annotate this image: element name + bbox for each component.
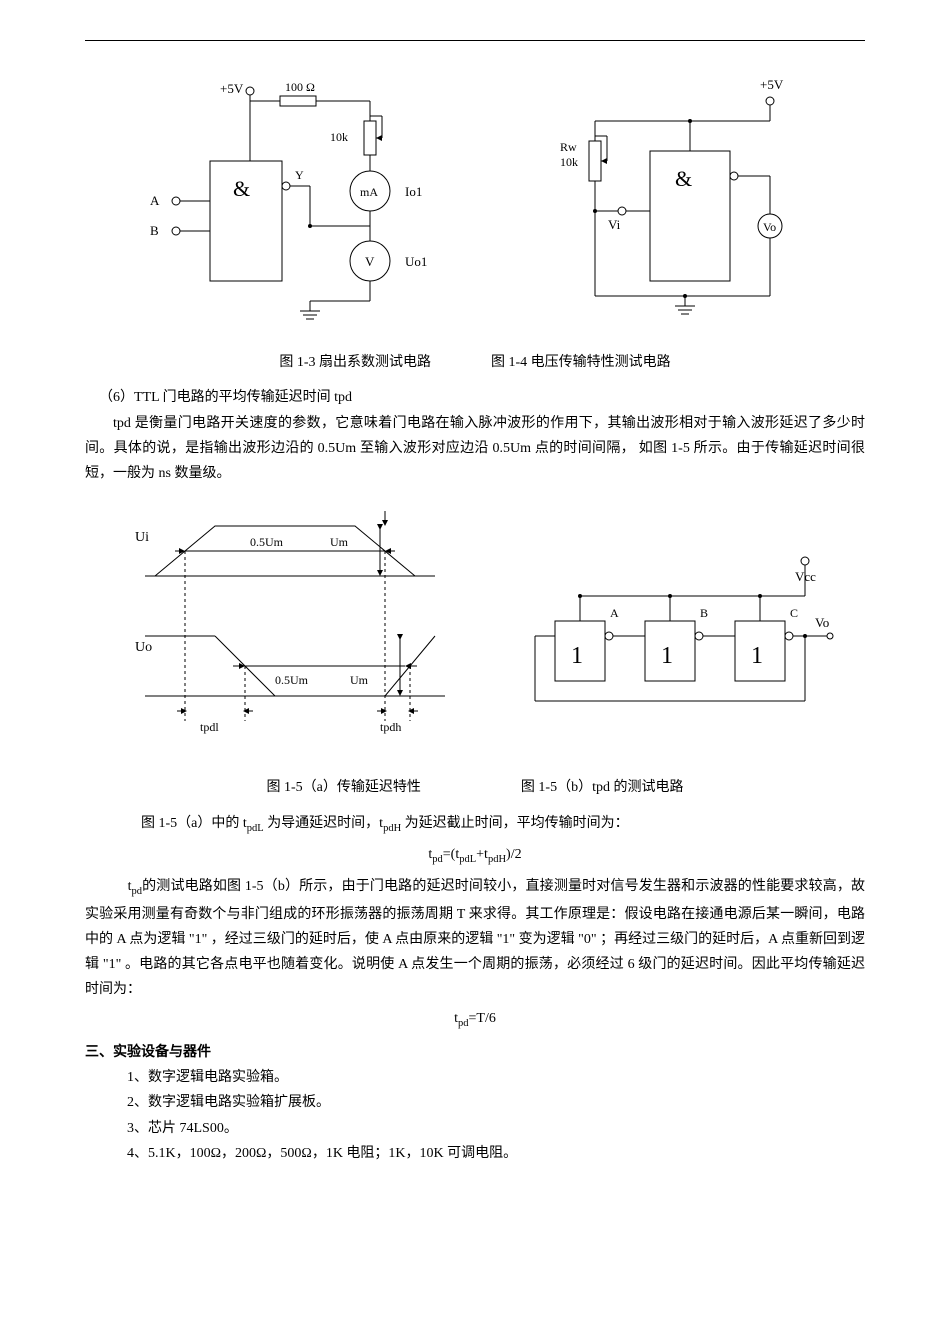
fig15a-Uo: Uo	[135, 640, 152, 655]
fig13-svg: +5V 100 Ω 10k mA Io1 &	[120, 71, 460, 331]
section3-item-3: 3、芯片 74LS00。	[85, 1116, 865, 1141]
fig13-Uo: Uo1	[405, 254, 427, 269]
fig14-Vi: Vi	[608, 217, 621, 232]
fig13-vcc: +5V	[220, 81, 244, 96]
fig13-Io: Io1	[405, 184, 422, 199]
fig14-caption: 图 1-4 电压传输特性测试电路	[491, 350, 671, 375]
fig13-caption: 图 1-3 扇出系数测试电路	[279, 350, 431, 375]
fig13-r1: 100 Ω	[285, 80, 315, 94]
fig15b-B: B	[700, 606, 708, 620]
fig15a-Um2: Um	[350, 673, 369, 687]
caption-row-2: 图 1-5（a）传输延迟特性 图 1-5（b）tpd 的测试电路	[85, 775, 865, 800]
fig15a-half: 0.5Um	[250, 535, 284, 549]
fig15a-tpdl: tpdl	[200, 720, 219, 734]
fig13-A: A	[150, 193, 160, 208]
section3-title: 三、实验设备与器件	[85, 1040, 865, 1065]
fig14-vcc: +5V	[760, 77, 784, 92]
figure-1-3: +5V 100 Ω 10k mA Io1 &	[120, 71, 460, 340]
fig14-r10k: 10k	[560, 155, 578, 169]
fig14-Vo: Vo	[763, 220, 776, 234]
fig15b-svg: Vcc 1 A 1 B 1 C	[505, 541, 845, 721]
fig13-mA: mA	[360, 185, 378, 199]
figure-1-5a: Ui 0.5Um Um Uo 0.5Um Um	[105, 506, 465, 765]
fig15b-caption: 图 1-5（b）tpd 的测试电路	[521, 775, 684, 800]
fig15b-one-b: 1	[661, 643, 673, 669]
fig15a-Um: Um	[330, 535, 349, 549]
section3-item-2: 2、数字逻辑电路实验箱扩展板。	[85, 1090, 865, 1115]
figure-1-4: +5V Rw 10k Vi &	[530, 71, 830, 340]
fig13-amp: &	[233, 176, 250, 201]
formula-intro: 图 1-5（a）中的 tpdL 为导通延迟时间，tpdH 为延迟截止时间，平均传…	[85, 811, 865, 839]
fig15b-Vo: Vo	[815, 615, 829, 630]
fig13-B: B	[150, 223, 159, 238]
fig15a-half2: 0.5Um	[275, 673, 309, 687]
sec6-para: tpd 是衡量门电路开关速度的参数，它意味着门电路在输入脉冲波形的作用下，其输出…	[85, 411, 865, 487]
fig15b-one-c: 1	[751, 643, 763, 669]
fig14-amp: &	[675, 166, 692, 191]
formula-1: tpd=(tpdL+tpdH)/2	[85, 842, 865, 870]
figure-1-5b: Vcc 1 A 1 B 1 C	[505, 541, 845, 730]
fig13-Y: Y	[295, 168, 304, 182]
figure-row-1: +5V 100 Ω 10k mA Io1 &	[85, 71, 865, 340]
fig14-rw: Rw	[560, 140, 577, 154]
fig15a-Ui: Ui	[135, 530, 149, 545]
fig15b-C: C	[790, 606, 798, 620]
fig13-r2: 10k	[330, 130, 348, 144]
sec6-title: （6）TTL 门电路的平均传输延迟时间 tpd	[85, 385, 865, 410]
section3-item-4: 4、5.1K，100Ω，200Ω，500Ω，1K 电阻；1K，10K 可调电阻。	[85, 1141, 865, 1166]
fig15a-svg: Ui 0.5Um Um Uo 0.5Um Um	[105, 506, 465, 756]
caption-row-1: 图 1-3 扇出系数测试电路 图 1-4 电压传输特性测试电路	[85, 350, 865, 375]
fig15b-Vcc: Vcc	[795, 569, 816, 584]
section3-item-1: 1、数字逻辑电路实验箱。	[85, 1065, 865, 1090]
fig14-svg: +5V Rw 10k Vi &	[530, 71, 830, 331]
page-rule	[85, 40, 865, 41]
formula-2: tpd=T/6	[85, 1006, 865, 1034]
figure-row-2: Ui 0.5Um Um Uo 0.5Um Um	[85, 506, 865, 765]
fig15b-A: A	[610, 606, 619, 620]
para-2: tpd的测试电路如图 1-5（b）所示，由于门电路的延迟时间较小，直接测量时对信…	[85, 874, 865, 1002]
fig15a-tpdh: tpdh	[380, 720, 401, 734]
fig13-V: V	[365, 254, 375, 269]
fig15b-one-a: 1	[571, 643, 583, 669]
fig15a-caption: 图 1-5（a）传输延迟特性	[267, 775, 421, 800]
